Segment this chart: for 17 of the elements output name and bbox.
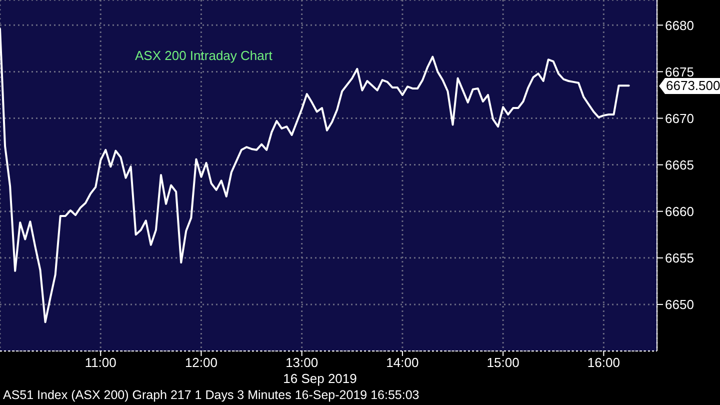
- y-tick-label: 6675: [665, 64, 694, 80]
- x-axis-title: 16 Sep 2019: [282, 371, 358, 386]
- y-tick-label: 6665: [665, 157, 694, 172]
- y-tick-label: 6655: [665, 250, 694, 266]
- line-series: [0, 28, 630, 324]
- y-tick-label: 6650: [665, 297, 694, 312]
- x-tick-label: 16:00: [587, 355, 620, 370]
- x-tick-label: 11:00: [84, 355, 116, 370]
- y-tick-label: 6670: [665, 110, 694, 126]
- x-tick-label: 12:00: [184, 355, 218, 370]
- x-tick-label: 14:00: [386, 355, 419, 370]
- x-tick-label: 15:00: [486, 355, 520, 370]
- text: ASX 200 Intraday Chart: [135, 48, 272, 63]
- x-tick-label: 13:00: [286, 355, 318, 370]
- y-tick-label: 6680: [665, 18, 694, 33]
- text: AS51 Index (ASX 200) Graph 217 1 Days 3 Minutes 16-Sep-2019 16:55:03: [3, 388, 420, 402]
- y-tick-label: 6660: [665, 204, 694, 219]
